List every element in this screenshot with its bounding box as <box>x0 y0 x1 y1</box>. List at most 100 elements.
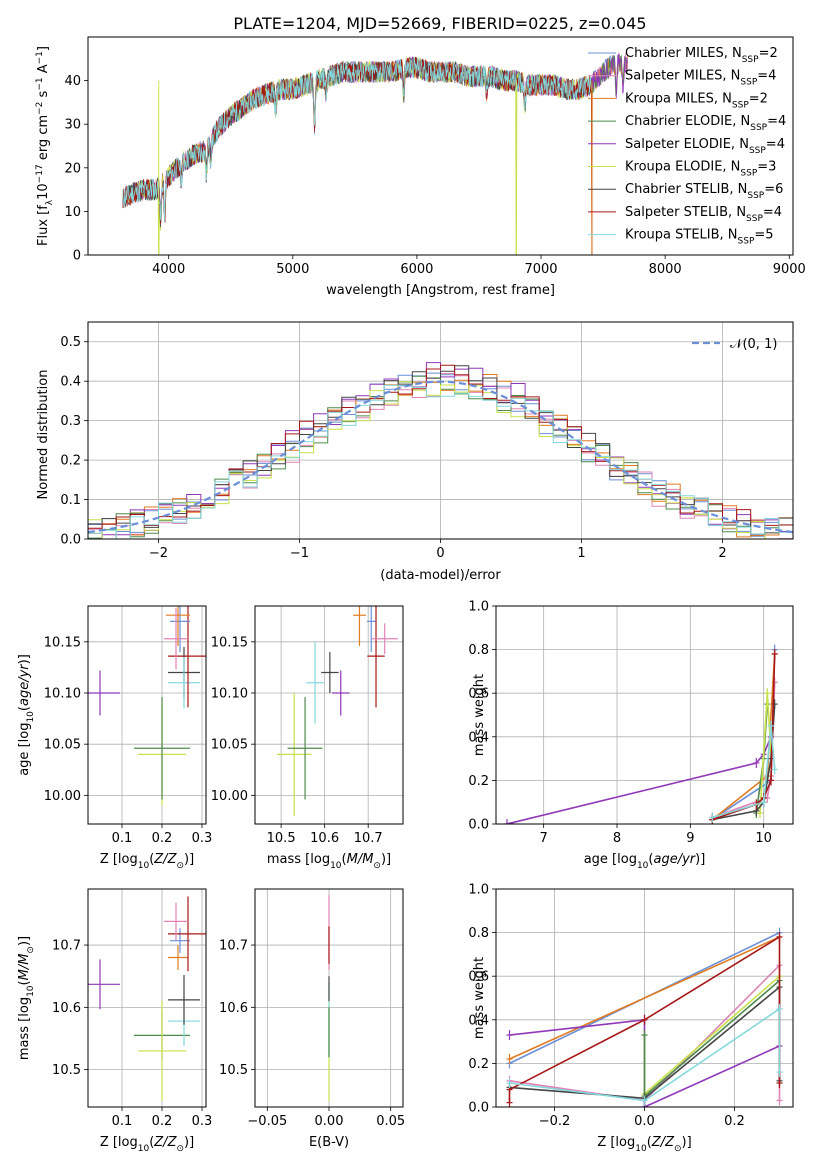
x-tick-label: 0.2 <box>152 831 173 846</box>
errorbar-salpeter-elodie <box>332 670 350 716</box>
y-axis-label: mass [log10(M/M⊙)] <box>17 936 36 1060</box>
y-tick-label: 10.7 <box>219 939 248 954</box>
label-part: =4 <box>767 114 786 129</box>
label-part: SSP <box>740 169 757 179</box>
label-part: Kroupa MILES, N <box>625 91 732 106</box>
label-part: ( <box>149 1135 154 1150</box>
panel-age_vs_Z: 0.1 0.2 0.3 10.00 10.05 10.10 10.15 Z [log10(Z/… <box>17 605 213 871</box>
x-tick-label: 0.3 <box>192 831 213 846</box>
weight-line-kroupa-stelib <box>712 725 776 819</box>
y-tick-label: 10.10 <box>211 686 248 701</box>
errorbar-kroupa-miles <box>166 606 190 646</box>
label-part: ( <box>149 852 154 867</box>
label-part: =2 <box>759 46 778 61</box>
y-tick-label: 0 <box>73 249 81 264</box>
x-axis-label: (data-model)/error <box>380 568 501 583</box>
label-part: SSP <box>738 237 755 247</box>
y-axis-label: mass weight <box>472 957 487 1039</box>
errorbar-kroupa-elodie <box>138 1001 186 1101</box>
label-part: Chabrier ELODIE, N <box>625 114 750 129</box>
label-part: Chabrier MILES, N <box>625 46 742 61</box>
histogram-salpeter-stelib <box>88 364 793 529</box>
y-tick-label: 0.1 <box>60 493 81 508</box>
label-part: =5 <box>754 228 773 243</box>
y-tick-label: 0.6 <box>468 687 489 702</box>
y-tick-label: 10.00 <box>211 789 248 804</box>
errorbar-chabrier-miles <box>366 606 376 653</box>
label-part: −1 <box>35 77 45 90</box>
label-part: 10 <box>138 1144 150 1154</box>
label-part: =2 <box>749 91 768 106</box>
histogram-kroupa-elodie <box>88 381 793 539</box>
label-part: )] <box>682 1135 692 1150</box>
normal-reference-curve <box>88 380 793 534</box>
label-part: age [log <box>17 723 32 776</box>
x-axis-label: Z [log10(Z/Z⊙)] <box>100 852 194 871</box>
y-tick-label: 10.10 <box>44 686 81 701</box>
label-part: −1 <box>35 51 45 64</box>
legend-label: Salpeter ELODIE, NSSP=4 <box>625 137 785 156</box>
x-tick-label: 6000 <box>400 262 433 277</box>
label-part: SSP <box>749 146 766 156</box>
x-tick-label: 10.7 <box>354 831 383 846</box>
label-part: Chabrier STELIB, N <box>625 182 747 197</box>
errorbar-salpeter-elodie <box>88 670 120 716</box>
x-axis-label: mass [log10(M/M⊙)] <box>267 852 391 871</box>
y-tick-label: 0.6 <box>468 970 489 985</box>
y-tick-label: 0.4 <box>60 375 81 390</box>
y-tick-label: 0.8 <box>468 643 489 658</box>
label-part: Z/Z <box>153 1135 177 1150</box>
weight-line-kroupa-stelib <box>509 1007 781 1102</box>
x-tick-label: 8000 <box>649 262 682 277</box>
y-tick-label: 10.6 <box>52 1001 81 1016</box>
errorbar-salpeter-stelib <box>168 606 206 708</box>
label-part: Z [log <box>597 1135 635 1150</box>
x-tick-label: 10.6 <box>310 831 339 846</box>
weight-line-chabrier-elodie <box>643 979 781 1098</box>
label-part: s <box>36 90 51 101</box>
y-tick-label: 10.00 <box>44 789 81 804</box>
errorbar-salpeter-miles <box>164 608 188 670</box>
label-part: SSP <box>746 214 763 224</box>
label-part: Salpeter MILES, N <box>625 69 740 84</box>
y-axis-label: mass weight <box>472 674 487 756</box>
label-part: E(B-V) <box>309 1135 349 1150</box>
label-part: A <box>36 64 51 77</box>
y-tick-label: 40 <box>64 74 81 89</box>
label-part: SSP <box>742 55 759 65</box>
y-tick-label: 10.7 <box>52 939 81 954</box>
label-part: Salpeter ELODIE, N <box>625 137 749 152</box>
label-part: (0, 1) <box>742 337 777 352</box>
label-part: ⊙ <box>373 861 381 871</box>
plot-area <box>504 644 778 824</box>
y-tick-label: 20 <box>64 161 81 176</box>
y-tick-label: 0.0 <box>468 1101 489 1116</box>
y-tick-label: 1.0 <box>468 883 489 898</box>
y-tick-label: 10.15 <box>44 635 81 650</box>
y-tick-label: 10.05 <box>44 738 81 753</box>
label-part: ( <box>647 1135 652 1150</box>
label-part: 𝒩 <box>730 337 745 352</box>
plot-area <box>122 52 629 255</box>
label-part: =6 <box>764 182 783 197</box>
axes-frame <box>254 888 404 1108</box>
x-axis-label: E(B-V) <box>309 1135 349 1150</box>
panel-age_vs_mass: 10.5 10.6 10.7 10.00 10.05 10.10 10.15 mass [lo… <box>211 605 404 871</box>
y-tick-label: 10.15 <box>211 635 248 650</box>
weight-line-salpeter-elodie <box>506 736 772 824</box>
errorbar-kroupa-miles <box>168 945 188 970</box>
x-tick-label: 0.2 <box>152 1114 173 1129</box>
label-part: )] <box>381 852 391 867</box>
label-part: 10 <box>26 711 36 723</box>
plot-area <box>88 896 206 1101</box>
label-part: 10 <box>36 183 51 200</box>
y-tick-label: 0.2 <box>468 774 489 789</box>
label-part: SSP <box>732 100 749 110</box>
x-tick-label: −1 <box>290 546 309 561</box>
label-part: erg cm <box>36 115 51 164</box>
x-tick-label: 4000 <box>152 262 185 277</box>
spectrum-line-kroupa-stelib <box>122 57 593 223</box>
x-tick-label: 0.1 <box>112 831 133 846</box>
y-tick-label: 0.0 <box>468 818 489 833</box>
label-part: Kroupa ELODIE, N <box>625 160 740 175</box>
